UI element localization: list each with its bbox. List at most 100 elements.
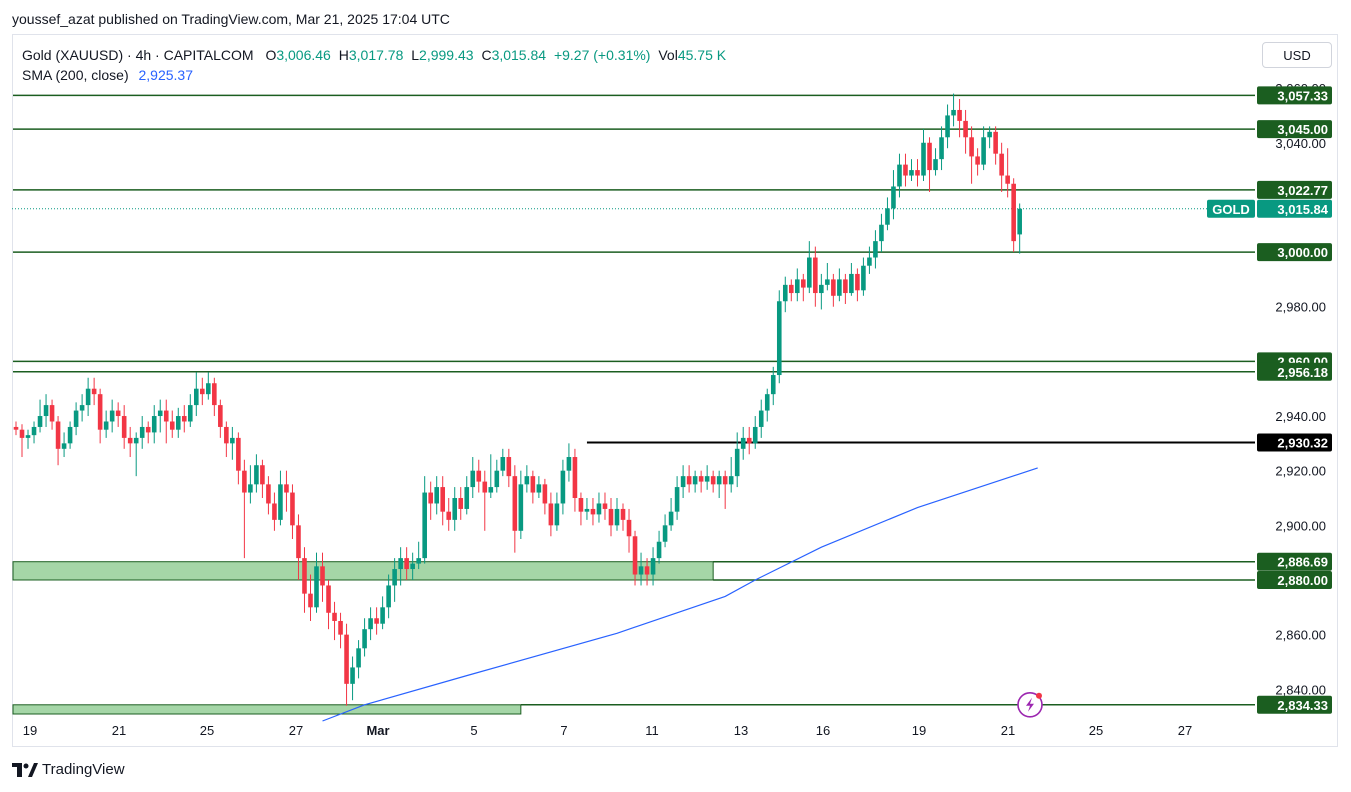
level-badge-5 bbox=[1257, 362, 1332, 381]
tradingview-logo-icon bbox=[12, 762, 38, 777]
candle-body bbox=[644, 566, 650, 575]
candle-body bbox=[151, 416, 157, 433]
y-tick-label: 2,940.00 bbox=[1275, 409, 1326, 424]
candle-body bbox=[200, 388, 205, 395]
level-badge-9 bbox=[1257, 695, 1332, 714]
candle-body bbox=[861, 265, 866, 291]
candle-body bbox=[542, 484, 548, 504]
volume-label: Vol bbox=[658, 47, 678, 63]
candle-body bbox=[530, 476, 536, 493]
candle-body bbox=[933, 159, 938, 171]
candle-body bbox=[31, 426, 37, 436]
candle-body bbox=[73, 410, 79, 427]
candle-body bbox=[374, 618, 379, 624]
candle-body bbox=[470, 470, 476, 488]
candle-body bbox=[776, 301, 782, 376]
level-badge-8 bbox=[1257, 570, 1332, 589]
level-badge-text-5: 2,956.18 bbox=[1277, 365, 1328, 380]
candle-body bbox=[458, 498, 464, 509]
candle-body bbox=[464, 487, 470, 509]
level-badge-1 bbox=[1257, 120, 1332, 139]
candle-body bbox=[121, 416, 127, 438]
candle-body bbox=[752, 426, 758, 444]
candle-body bbox=[97, 394, 103, 430]
candle-body bbox=[254, 465, 259, 485]
candle-body bbox=[115, 410, 121, 417]
candle-body bbox=[722, 476, 728, 485]
candle-body bbox=[187, 405, 193, 422]
chart-frame bbox=[12, 34, 1338, 747]
candle-body bbox=[788, 284, 794, 294]
candle-body bbox=[710, 476, 716, 485]
x-tick-label: 21 bbox=[1001, 723, 1015, 738]
candle-body bbox=[163, 410, 169, 422]
candle-body bbox=[674, 487, 680, 512]
sma-label[interactable]: SMA (200, close) bbox=[22, 67, 129, 83]
candle-body bbox=[993, 131, 998, 154]
candle-body bbox=[410, 563, 415, 570]
candle-body bbox=[224, 426, 229, 444]
candle-body bbox=[668, 511, 674, 526]
level-badge-text-8: 2,880.00 bbox=[1277, 573, 1328, 588]
candle-body bbox=[939, 137, 944, 160]
candle-body bbox=[320, 566, 325, 586]
candle-body bbox=[392, 569, 397, 586]
close-value: 3,015.84 bbox=[491, 47, 547, 63]
candle-body bbox=[127, 437, 133, 444]
candle-body bbox=[999, 153, 1004, 176]
candle-body bbox=[242, 470, 247, 493]
candle-body bbox=[338, 620, 343, 635]
candle-body bbox=[770, 375, 776, 395]
chart-legend: Gold (XAUUSD) · 4h · CAPITALCOM O3,006.4… bbox=[22, 45, 726, 85]
candle-body bbox=[981, 137, 986, 165]
candle-body bbox=[698, 476, 704, 482]
x-tick-label: 5 bbox=[470, 723, 477, 738]
level-badge-text-3: 3,000.00 bbox=[1277, 245, 1328, 260]
candle-body bbox=[476, 470, 482, 482]
currency-button[interactable]: USD bbox=[1262, 42, 1332, 68]
candle-body bbox=[25, 435, 31, 438]
candle-body bbox=[716, 476, 722, 485]
x-tick-label: 16 bbox=[816, 723, 830, 738]
candle-body bbox=[740, 437, 746, 449]
candle-body bbox=[795, 279, 800, 294]
candle-body bbox=[566, 457, 572, 471]
candle-body bbox=[764, 394, 770, 411]
candle-body bbox=[903, 164, 908, 176]
candle-body bbox=[879, 224, 884, 242]
candle-body bbox=[446, 511, 452, 520]
candle-body bbox=[945, 115, 950, 138]
candle-body bbox=[236, 437, 241, 471]
level-badge-3 bbox=[1257, 243, 1332, 262]
candle-body bbox=[728, 476, 734, 485]
candle-body bbox=[103, 421, 109, 430]
symbol-title[interactable]: Gold (XAUUSD) · 4h · CAPITALCOM bbox=[22, 47, 254, 63]
level-badge-6 bbox=[1257, 433, 1332, 452]
close-label: C bbox=[481, 47, 492, 63]
candle-body bbox=[398, 558, 403, 570]
zone-1 bbox=[12, 704, 522, 715]
x-tick-label: 11 bbox=[645, 723, 659, 738]
sma-row: SMA (200, close) 2,925.37 bbox=[22, 65, 726, 85]
candle-body bbox=[650, 558, 656, 575]
x-tick-label: 21 bbox=[112, 723, 126, 738]
candle-body bbox=[67, 426, 73, 444]
last-price-symbol-badge bbox=[1207, 199, 1255, 218]
candle-body bbox=[109, 410, 115, 422]
candle-body bbox=[272, 503, 277, 520]
candle-body bbox=[434, 487, 439, 504]
candle-body bbox=[969, 137, 974, 157]
candle-body bbox=[987, 131, 992, 138]
ohlc-row: Gold (XAUUSD) · 4h · CAPITALCOM O3,006.4… bbox=[22, 45, 726, 65]
candle-body bbox=[524, 476, 530, 485]
candle-body bbox=[686, 476, 692, 485]
high-value: 3,017.78 bbox=[348, 47, 404, 63]
candle-body bbox=[488, 487, 494, 493]
tradingview-logo[interactable]: TradingView bbox=[12, 761, 125, 778]
last-price-text: 3,015.84 bbox=[1277, 202, 1328, 217]
candle-body bbox=[813, 257, 818, 294]
candle-body bbox=[885, 208, 890, 225]
open-label: O bbox=[265, 47, 277, 63]
candle-body bbox=[290, 492, 295, 526]
